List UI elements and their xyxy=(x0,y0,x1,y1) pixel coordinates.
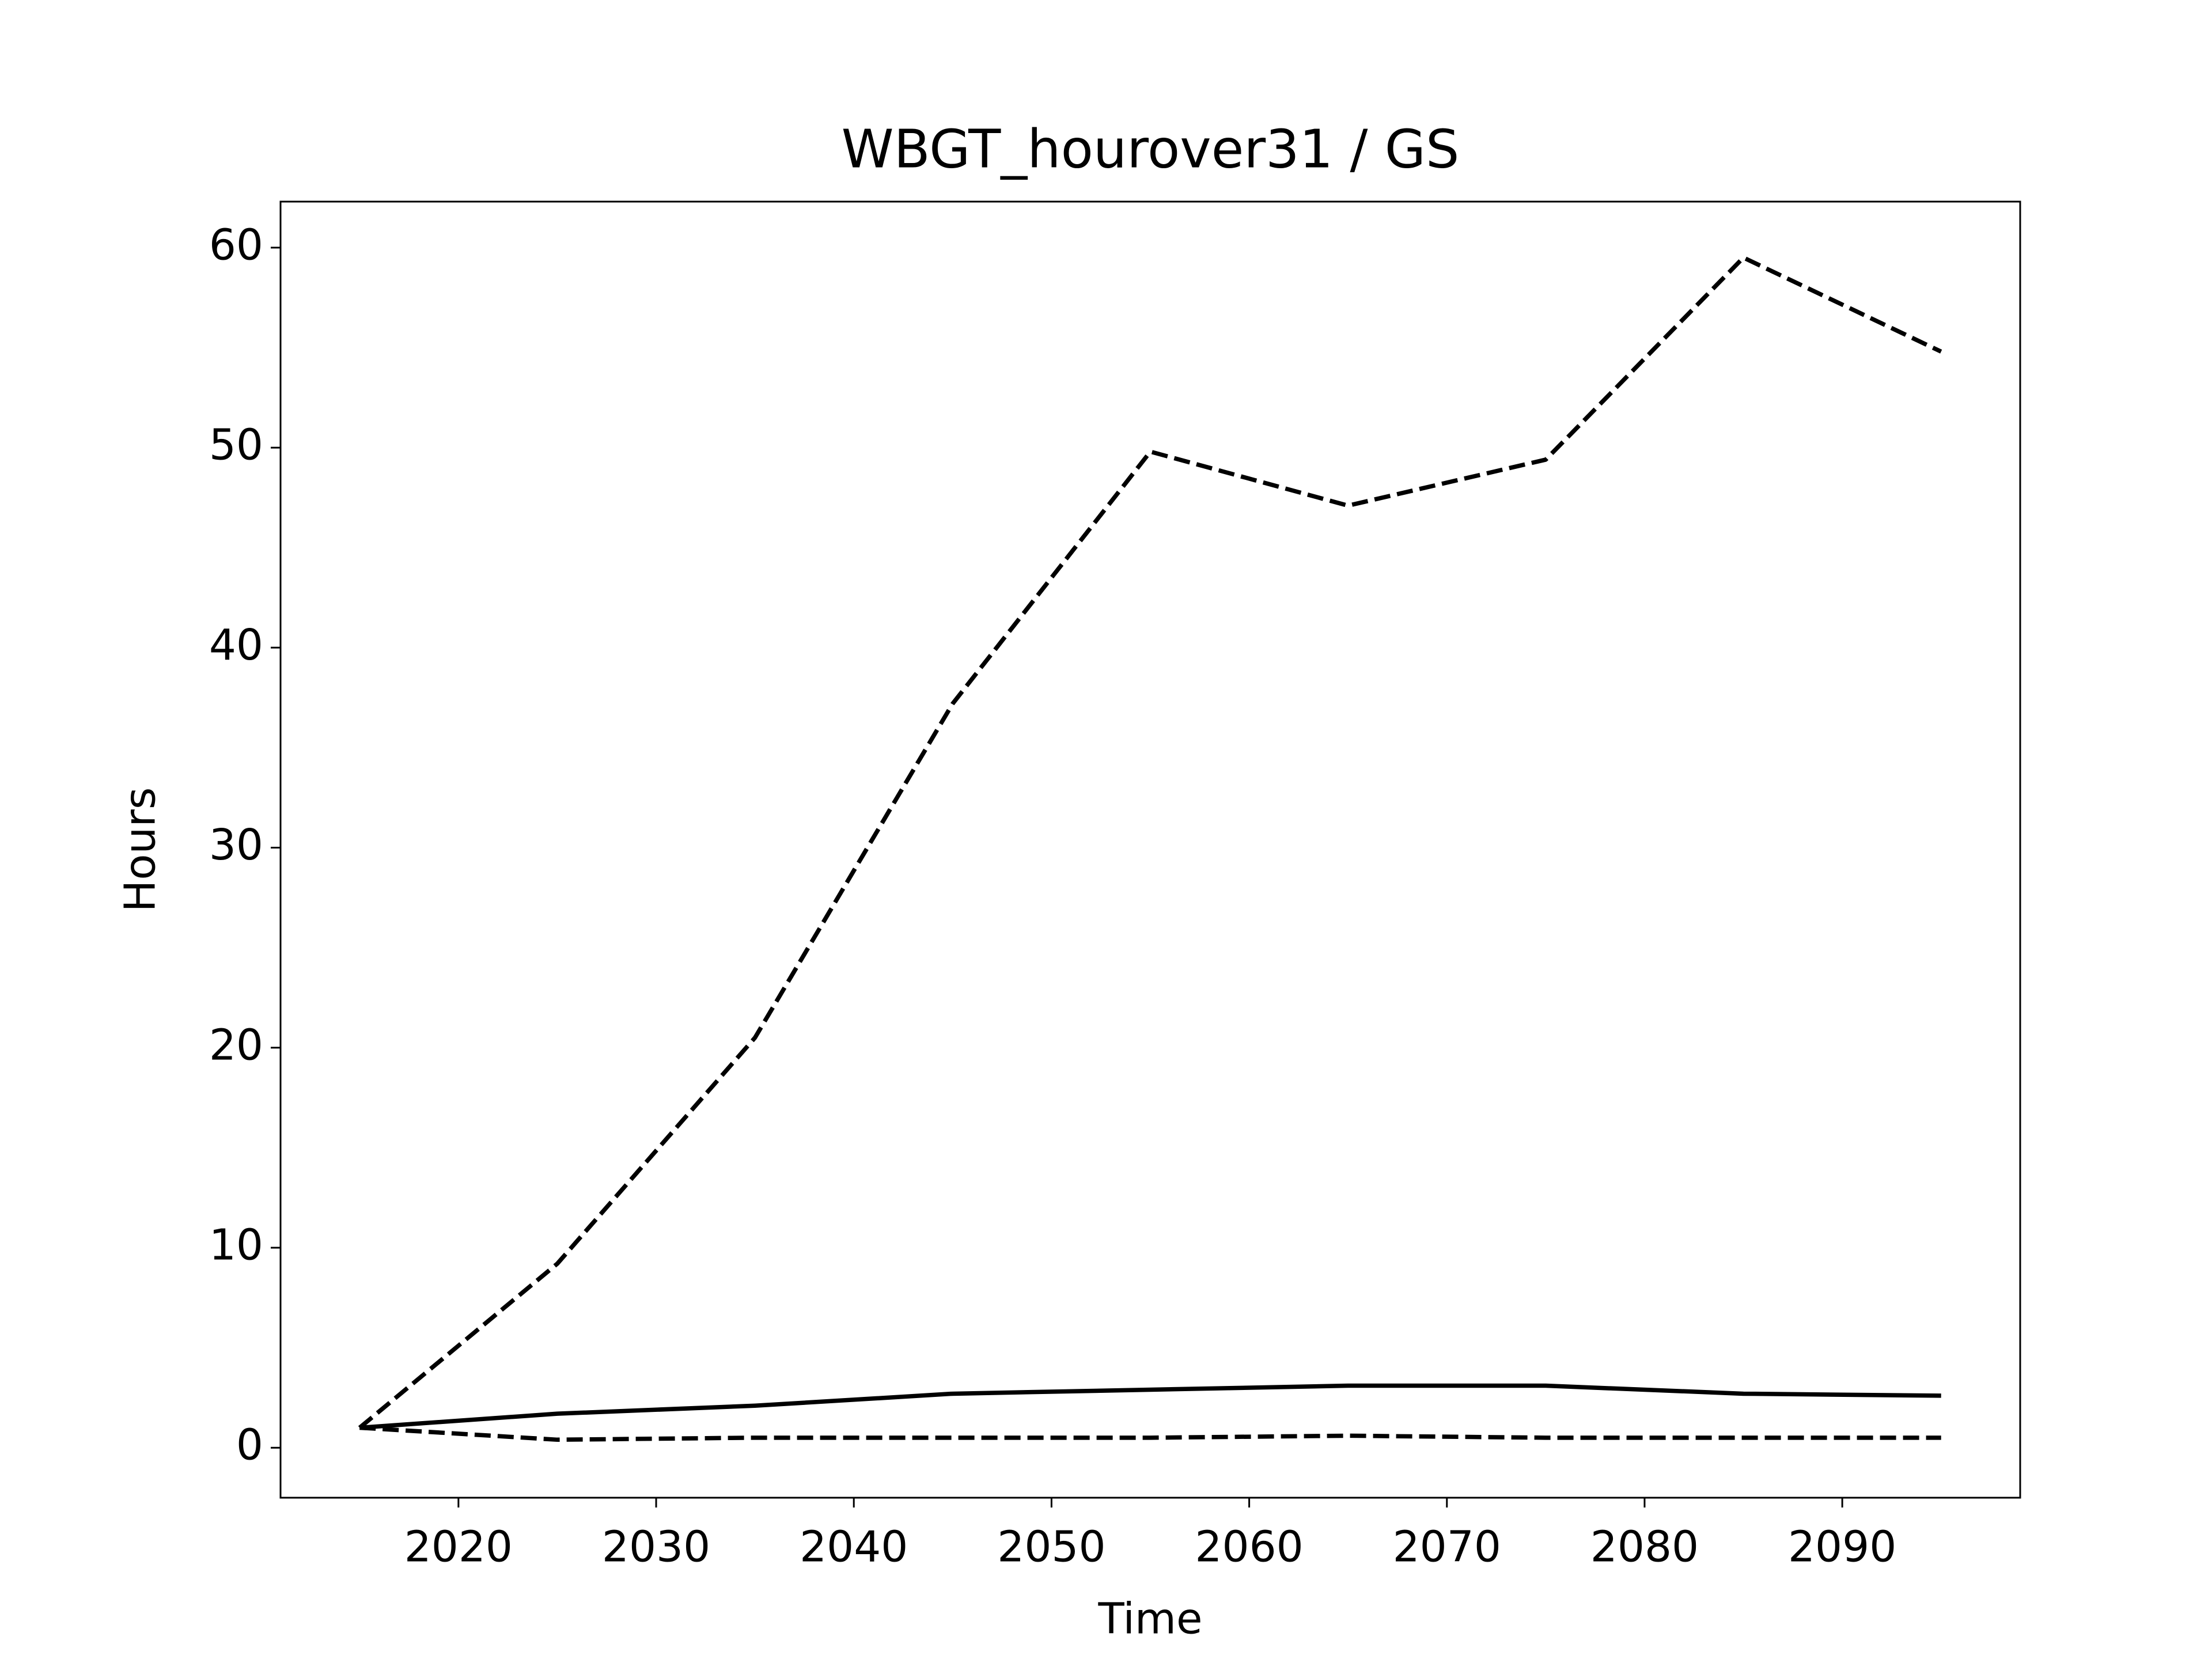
y-tick-label: 20 xyxy=(209,1020,263,1070)
x-tick-label: 2070 xyxy=(1393,1522,1501,1572)
x-tick-label: 2020 xyxy=(404,1522,513,1572)
y-tick-label: 30 xyxy=(209,820,263,870)
y-tick-label: 10 xyxy=(209,1220,263,1270)
x-tick-label: 2090 xyxy=(1788,1522,1896,1572)
line-series xyxy=(359,1383,1941,1430)
x-tick-label: 2060 xyxy=(1195,1522,1303,1572)
x-axis-label: Time xyxy=(1097,1594,1202,1644)
y-tick-label: 40 xyxy=(209,620,263,670)
y-tick-label: 60 xyxy=(209,220,263,270)
x-tick-label: 2050 xyxy=(997,1522,1105,1572)
plot-frame xyxy=(279,200,2021,1499)
chart-title: WBGT_hourover31 / GS xyxy=(842,118,1460,180)
y-tick-label: 50 xyxy=(209,421,263,470)
y-axis-label: Hours xyxy=(116,787,165,912)
line-series xyxy=(358,255,1942,1430)
line-series xyxy=(359,1425,1941,1442)
x-tick-label: 2040 xyxy=(800,1522,908,1572)
x-tick-label: 2080 xyxy=(1590,1522,1699,1572)
y-tick-label: 0 xyxy=(236,1421,263,1470)
x-tick-label: 2030 xyxy=(602,1522,710,1572)
